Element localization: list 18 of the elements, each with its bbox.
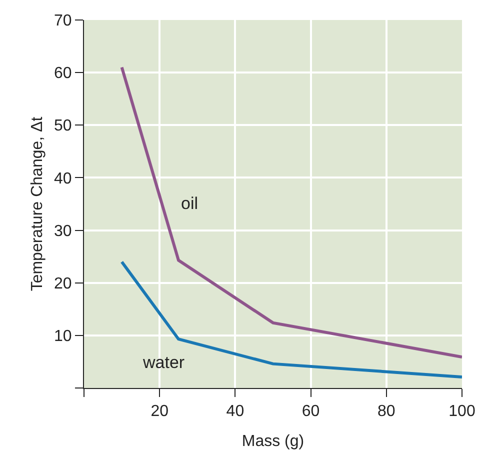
x-tick-label: 20 xyxy=(150,403,169,420)
y-axis-title: Temperature Change, Δt xyxy=(29,116,46,292)
y-tick-label: 50 xyxy=(54,118,72,135)
series-label: water xyxy=(142,353,185,372)
x-tick-label: 80 xyxy=(378,403,396,420)
y-tick-label: 70 xyxy=(54,12,72,30)
line-series xyxy=(120,260,462,378)
y-tick-label: 10 xyxy=(54,328,72,346)
y-tick-label: 30 xyxy=(54,222,72,240)
x-tick-label: 100 xyxy=(448,403,476,420)
y-tick-label: 60 xyxy=(54,65,72,82)
y-tick-label: 40 xyxy=(54,170,72,188)
x-tick-label: 40 xyxy=(226,403,244,420)
x-axis-title: Mass (g) xyxy=(242,433,304,450)
x-tick-label: 60 xyxy=(302,403,320,420)
y-tick-label: 20 xyxy=(54,275,72,292)
line-series xyxy=(120,66,462,358)
series-label: oil xyxy=(181,194,198,213)
